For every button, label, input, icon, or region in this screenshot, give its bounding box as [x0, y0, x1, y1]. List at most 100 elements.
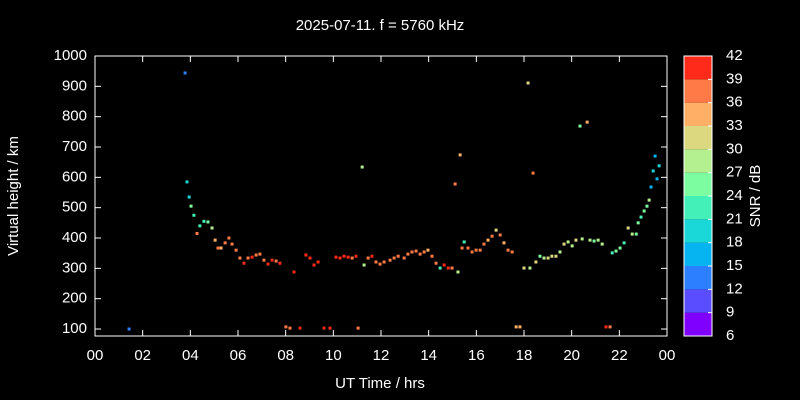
data-point: [426, 248, 430, 252]
data-point: [657, 164, 661, 168]
data-point: [219, 246, 223, 250]
data-point: [127, 327, 131, 331]
colorbar-segment: [684, 242, 712, 266]
x-tick-label: 18: [516, 347, 533, 364]
data-point: [653, 154, 657, 158]
colorbar-tick-label: 15: [726, 257, 743, 274]
y-tick-label: 400: [62, 229, 87, 246]
data-point: [554, 254, 558, 258]
data-point: [562, 242, 566, 246]
data-point: [634, 232, 638, 236]
data-point: [642, 209, 646, 213]
x-tick-label: 16: [468, 347, 485, 364]
x-tick-label: 22: [611, 347, 628, 364]
data-point: [195, 231, 199, 235]
data-point: [649, 185, 653, 189]
data-point: [596, 238, 600, 242]
data-point: [210, 226, 214, 230]
data-point: [558, 250, 562, 254]
data-point: [350, 256, 354, 260]
data-point: [470, 250, 474, 254]
y-tick-label: 600: [62, 168, 87, 185]
data-point: [262, 258, 266, 262]
data-point: [570, 244, 574, 248]
data-point: [258, 252, 262, 256]
data-point: [382, 260, 386, 264]
data-point: [534, 260, 538, 264]
data-point: [378, 262, 382, 266]
colorbar-segment: [684, 196, 712, 220]
colorbar-tick-label: 18: [726, 234, 743, 251]
data-point: [528, 266, 532, 270]
colorbar-tick-label: 30: [726, 140, 743, 157]
data-point: [578, 124, 582, 128]
data-point: [370, 254, 374, 258]
x-tick-label: 00: [659, 347, 676, 364]
data-point: [600, 242, 604, 246]
data-point: [482, 242, 486, 246]
data-point: [316, 260, 320, 264]
colorbar-tick-label: 6: [726, 327, 734, 344]
data-point: [374, 260, 378, 264]
data-point: [462, 240, 466, 244]
x-tick-label: 20: [563, 347, 580, 364]
data-point: [189, 204, 193, 208]
colorbar-tick-label: 12: [726, 280, 743, 297]
data-point: [288, 326, 292, 330]
data-point: [538, 254, 542, 258]
data-point: [410, 250, 414, 254]
data-point: [542, 256, 546, 260]
colorbar-segment: [684, 172, 712, 196]
data-point: [550, 254, 554, 258]
x-tick-label: 02: [134, 347, 151, 364]
data-point: [639, 215, 643, 219]
data-point: [466, 246, 470, 250]
data-point: [422, 250, 426, 254]
data-point: [430, 254, 434, 258]
data-point: [604, 325, 608, 329]
data-point: [183, 71, 187, 75]
data-point: [434, 261, 438, 265]
data-point: [566, 240, 570, 244]
data-point: [266, 262, 270, 266]
y-tick-label: 500: [62, 199, 87, 216]
data-point: [478, 248, 482, 252]
data-point: [328, 326, 332, 330]
y-tick-label: 200: [62, 290, 87, 307]
colorbar-tick-label: 36: [726, 94, 743, 111]
data-point: [198, 224, 202, 228]
data-point: [622, 241, 626, 245]
data-point: [202, 219, 206, 223]
data-point: [292, 270, 296, 274]
data-point: [362, 263, 366, 267]
colorbar-tick-label: 21: [726, 210, 743, 227]
x-tick-label: 08: [277, 347, 294, 364]
data-point: [242, 261, 246, 265]
data-point: [453, 182, 457, 186]
data-point: [298, 326, 302, 330]
data-point: [360, 165, 364, 169]
data-point: [406, 252, 410, 256]
data-point: [342, 254, 346, 258]
data-point: [522, 266, 526, 270]
colorbar-segment: [684, 219, 712, 243]
data-point: [366, 256, 370, 260]
data-point: [438, 266, 442, 270]
y-tick-label: 800: [62, 108, 87, 125]
x-tick-label: 06: [230, 347, 247, 364]
chart-title: 2025-07-11. f = 5760 kHz: [296, 17, 465, 34]
data-point: [284, 325, 288, 329]
data-point: [442, 263, 446, 267]
data-point: [502, 241, 506, 245]
colorbar-tick-label: 27: [726, 164, 743, 181]
colorbar-segment: [684, 102, 712, 126]
data-point: [223, 241, 227, 245]
data-point: [246, 256, 250, 260]
colorbar-segment: [684, 126, 712, 150]
x-tick-label: 04: [182, 347, 199, 364]
data-point: [450, 266, 454, 270]
data-point: [574, 238, 578, 242]
data-point: [526, 81, 530, 85]
data-point: [238, 256, 242, 260]
